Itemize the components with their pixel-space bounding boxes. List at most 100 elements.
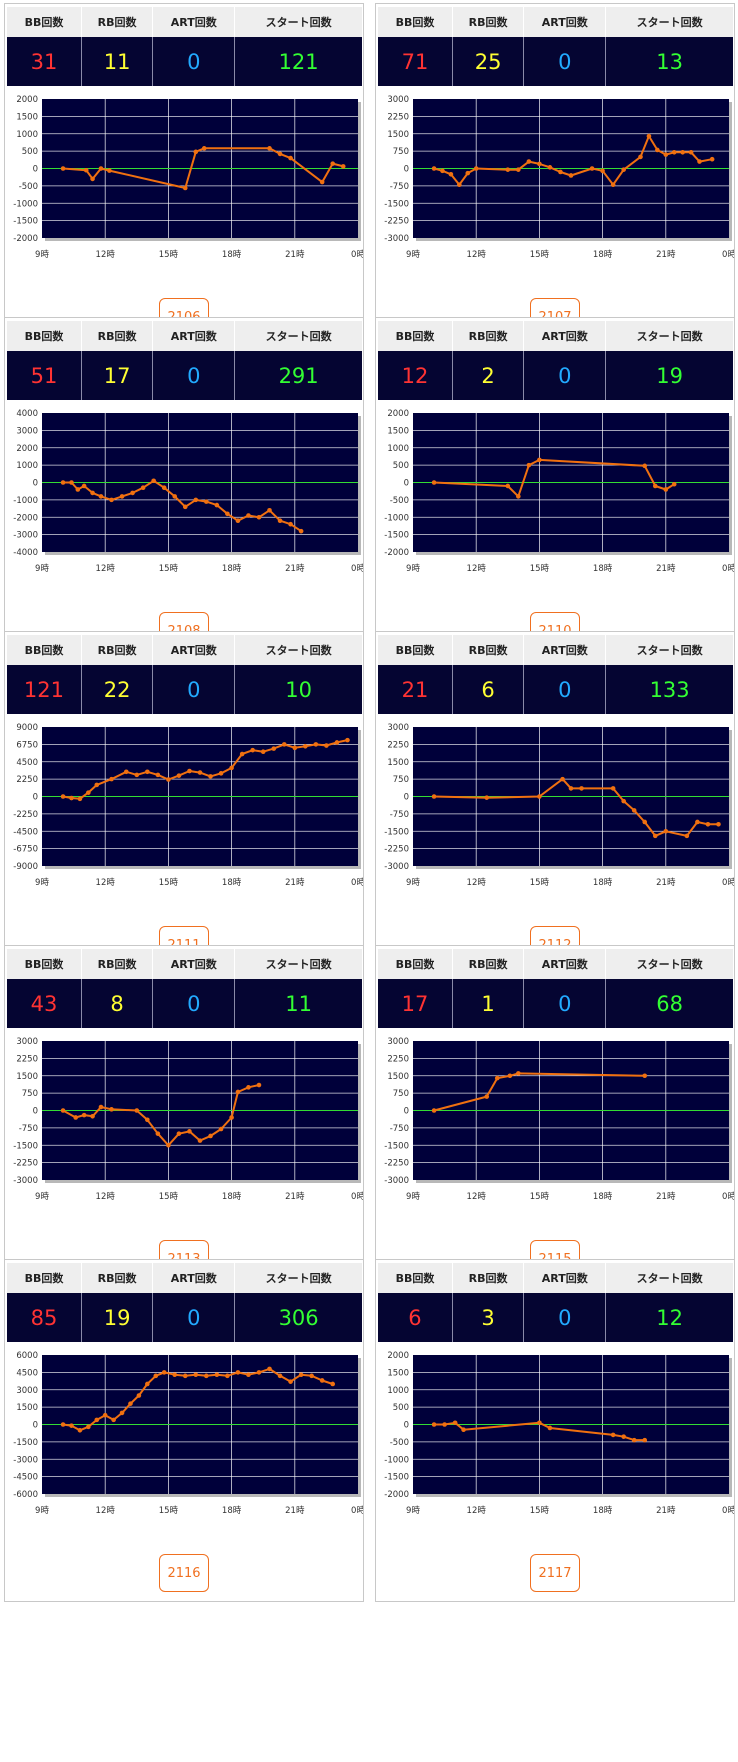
start-header: スタート回数 bbox=[605, 949, 733, 979]
data-point bbox=[107, 168, 112, 173]
start-header: スタート回数 bbox=[605, 635, 733, 665]
data-point bbox=[155, 772, 161, 778]
y-tick-label: 2000 bbox=[387, 1351, 409, 1361]
data-point bbox=[256, 1370, 262, 1375]
x-tick-label: 21時 bbox=[656, 564, 676, 574]
y-tick-label: 9000 bbox=[16, 723, 38, 733]
start-header: スタート回数 bbox=[234, 321, 362, 351]
slump-chart: 3000 2250 1500 750 0 -750 -1500 -2250 -3000 9時 12時… bbox=[13, 1037, 363, 1202]
y-tick-label: 1500 bbox=[387, 1072, 409, 1082]
x-tick-label: 18時 bbox=[593, 564, 613, 574]
data-point bbox=[166, 1142, 171, 1148]
data-point bbox=[600, 168, 605, 174]
y-tick-label: -1000 bbox=[13, 496, 38, 506]
rb-header: RB回数 bbox=[81, 635, 154, 665]
art-count: 0 bbox=[152, 665, 236, 714]
data-point bbox=[229, 1115, 234, 1120]
art-header: ART回数 bbox=[523, 635, 607, 665]
x-tick-label: 21時 bbox=[285, 1192, 305, 1202]
data-point bbox=[319, 179, 325, 185]
stats-table: BB回数 RB回数 ART回数 スタート回数 85 19 0 306 bbox=[7, 1263, 362, 1342]
slump-chart: 3000 2250 1500 750 0 -750 -1500 -2250 -3000 9時 12時… bbox=[384, 1037, 734, 1202]
data-point bbox=[187, 1129, 192, 1134]
y-tick-label: 1500 bbox=[387, 1368, 409, 1378]
data-point bbox=[197, 770, 203, 775]
x-tick-label: 21時 bbox=[656, 1506, 676, 1516]
y-tick-label: 1000 bbox=[16, 130, 38, 140]
bb-header: BB回数 bbox=[7, 7, 82, 37]
rb-header: RB回数 bbox=[452, 7, 525, 37]
rb-count: 1 bbox=[452, 979, 525, 1028]
y-tick-label: -1500 bbox=[384, 1473, 409, 1483]
data-point bbox=[705, 822, 711, 827]
data-point bbox=[309, 1373, 314, 1379]
x-tick-label: 0時 bbox=[351, 1192, 363, 1202]
data-point bbox=[298, 1372, 304, 1377]
y-tick-label: -3000 bbox=[13, 1455, 38, 1465]
data-point bbox=[695, 819, 700, 825]
data-point bbox=[277, 151, 283, 157]
data-point bbox=[568, 173, 574, 178]
data-point bbox=[182, 185, 188, 191]
data-point bbox=[558, 169, 563, 175]
x-tick-label: 18時 bbox=[222, 250, 242, 260]
data-point bbox=[484, 1094, 490, 1099]
x-tick-label: 9時 bbox=[406, 1506, 420, 1516]
data-point bbox=[313, 742, 319, 747]
slump-chart: 2000 1500 1000 500 0 -500 -1000 -1500 -2000 9時 12時… bbox=[384, 409, 734, 574]
data-point bbox=[134, 1108, 140, 1113]
data-point bbox=[60, 794, 66, 799]
y-tick-label: 3000 bbox=[387, 95, 409, 105]
y-tick-label: -2250 bbox=[13, 1159, 38, 1169]
y-tick-label: 1500 bbox=[387, 758, 409, 768]
x-tick-label: 9時 bbox=[406, 564, 420, 574]
bb-header: BB回数 bbox=[7, 1263, 82, 1293]
start-header: スタート回数 bbox=[234, 7, 362, 37]
x-tick-label: 21時 bbox=[285, 878, 305, 888]
data-point bbox=[140, 485, 146, 491]
data-point bbox=[176, 1131, 182, 1136]
data-point bbox=[208, 1133, 213, 1139]
start-header: スタート回数 bbox=[605, 7, 733, 37]
machine-number-button[interactable]: 2117 bbox=[530, 1554, 580, 1592]
data-point bbox=[271, 746, 277, 751]
data-point bbox=[642, 1437, 648, 1443]
y-tick-label: 0 bbox=[404, 479, 409, 489]
data-point bbox=[193, 497, 199, 503]
bb-count: 31 bbox=[7, 37, 82, 86]
data-point bbox=[260, 749, 266, 755]
data-point bbox=[631, 1437, 637, 1443]
data-point bbox=[119, 494, 125, 499]
data-point bbox=[182, 1373, 188, 1379]
x-tick-label: 18時 bbox=[222, 1192, 242, 1202]
data-point bbox=[161, 485, 167, 491]
data-point bbox=[642, 463, 648, 469]
x-tick-label: 0時 bbox=[351, 250, 363, 260]
data-point bbox=[94, 782, 100, 788]
data-point bbox=[201, 146, 207, 151]
x-tick-label: 0時 bbox=[722, 564, 734, 574]
x-tick-label: 18時 bbox=[222, 878, 242, 888]
slump-chart: 9000 6750 4500 2250 0 -2250 -4500 -6750 -9000 9時 1… bbox=[13, 723, 363, 888]
x-tick-label: 15時 bbox=[159, 878, 179, 888]
data-point bbox=[225, 1373, 230, 1379]
y-tick-label: -1500 bbox=[384, 827, 409, 837]
start-header: スタート回数 bbox=[605, 321, 733, 351]
y-tick-label: 2250 bbox=[16, 1054, 38, 1064]
start-header: スタート回数 bbox=[234, 949, 362, 979]
machine-number-button[interactable]: 2116 bbox=[159, 1554, 209, 1592]
data-point bbox=[431, 794, 437, 799]
x-tick-label: 21時 bbox=[285, 1506, 305, 1516]
data-point bbox=[161, 1370, 167, 1375]
y-tick-label: -1000 bbox=[13, 199, 38, 209]
y-tick-label: -1500 bbox=[13, 217, 38, 227]
rb-header: RB回数 bbox=[81, 1263, 154, 1293]
y-tick-label: 4500 bbox=[16, 1368, 38, 1378]
x-tick-label: 0時 bbox=[722, 1506, 734, 1516]
data-point bbox=[176, 773, 182, 778]
data-point bbox=[646, 133, 652, 139]
slump-chart: 3000 2250 1500 750 0 -750 -1500 -2250 -3000 9時 12時… bbox=[384, 723, 734, 888]
data-point bbox=[505, 483, 511, 489]
data-point bbox=[172, 494, 178, 499]
